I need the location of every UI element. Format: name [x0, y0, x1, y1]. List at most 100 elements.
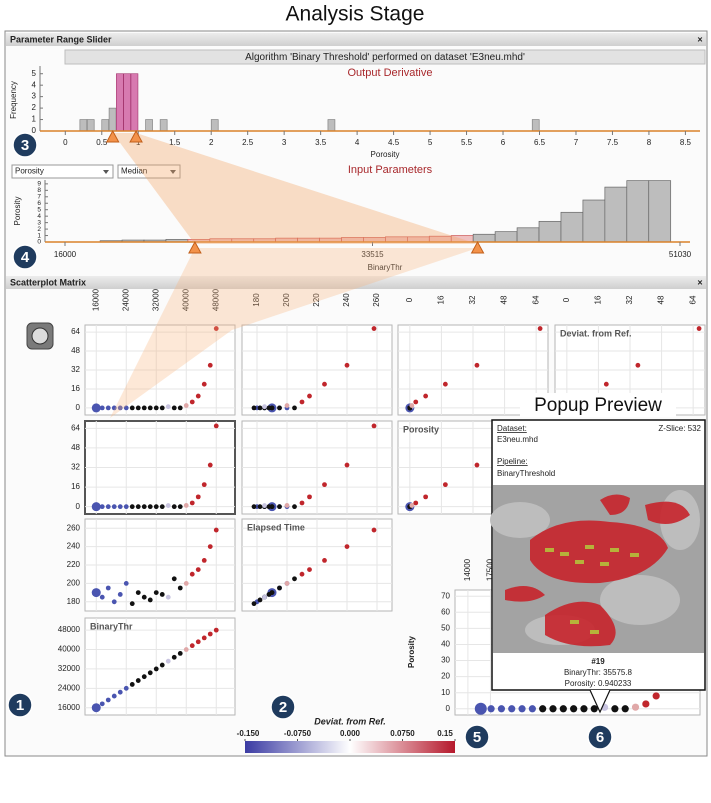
- row-tick-label: 200: [67, 579, 81, 588]
- histogram-bar: [210, 119, 219, 132]
- scatter-point: [611, 705, 619, 713]
- scatter-point: [177, 405, 183, 411]
- overlay: [630, 553, 639, 557]
- settings-icon[interactable]: [26, 322, 54, 350]
- x-tick-label: 17500: [486, 558, 495, 581]
- scatter-point: [307, 494, 312, 500]
- histogram-bar: [123, 73, 131, 132]
- x-tick-label: 0: [63, 138, 68, 147]
- range-handle: [470, 240, 485, 254]
- panel-header: [6, 33, 706, 46]
- scatter-point: [262, 503, 267, 508]
- column-tick-label: 180: [252, 293, 261, 307]
- dropdown[interactable]: [117, 164, 181, 179]
- panel-header: [6, 276, 706, 289]
- segmentation: [600, 494, 630, 515]
- x-axis-label: BinaryThr: [368, 263, 403, 272]
- y-tick-label: 6: [37, 200, 41, 207]
- scatter-point: [99, 405, 105, 411]
- scatter-point: [207, 462, 213, 468]
- scatter-point: [183, 403, 189, 408]
- x-tick-label: 3: [282, 138, 287, 147]
- column-tick-label: 220: [312, 293, 321, 307]
- close-button[interactable]: ×: [697, 34, 702, 44]
- column-tick-label: 260: [372, 293, 381, 307]
- scatter-point: [508, 705, 516, 713]
- column-tick-label: 64: [531, 295, 540, 304]
- scatter-point: [123, 685, 129, 691]
- scatter-point: [559, 705, 567, 713]
- scatter-point: [307, 393, 312, 399]
- scatter-point: [207, 362, 213, 368]
- y-tick-label: 9: [37, 181, 41, 188]
- scatter-point: [344, 544, 350, 549]
- y-tick-label: 0: [32, 126, 37, 135]
- scatter-point: [129, 504, 135, 510]
- popup-value: Z-Slice: 532: [658, 424, 701, 433]
- scatter-point: [207, 631, 213, 637]
- scatter-point: [183, 647, 189, 652]
- column-tick-label: 48000: [211, 288, 220, 311]
- y-tick-label: 3: [37, 219, 41, 226]
- scatter-point: [141, 504, 147, 510]
- x-tick-label: 4: [355, 138, 360, 147]
- panel-title: Scatterplot Matrix: [10, 277, 86, 287]
- overlay: [585, 545, 594, 549]
- texture: [490, 502, 550, 538]
- popup-pointer: [589, 689, 611, 714]
- scatter-point: [284, 403, 290, 408]
- scatter-point: [262, 404, 267, 410]
- y-tick-label: 30: [441, 656, 450, 665]
- scatter-point: [537, 326, 543, 331]
- y-tick-label: 70: [441, 591, 450, 600]
- scatter-point: [635, 362, 641, 368]
- column-tick-label: 24000: [121, 288, 130, 311]
- scatter-point: [105, 504, 111, 510]
- scatter-point: [284, 503, 290, 508]
- y-tick-label: 4: [32, 80, 37, 89]
- y-tick-label: 8: [37, 187, 41, 194]
- scatter-point: [322, 381, 327, 387]
- x-tick-label: 8: [647, 138, 652, 147]
- scatter-point: [570, 705, 578, 713]
- y-tick-label: 1: [37, 232, 41, 239]
- diagonal-label: BinaryThr: [90, 621, 133, 631]
- scatter-point: [292, 405, 297, 411]
- x-tick-label: 1: [136, 138, 141, 147]
- scatter-point: [99, 504, 105, 510]
- close-button[interactable]: ×: [697, 277, 702, 287]
- scatter-point: [251, 601, 257, 607]
- scatter-point: [518, 705, 526, 713]
- scatter-point: [171, 654, 177, 660]
- scatter-point: [91, 502, 101, 512]
- y-tick-label: 0: [37, 239, 41, 246]
- scatter-point: [135, 405, 141, 411]
- row-tick-label: 180: [67, 597, 81, 606]
- scatter-point: [213, 423, 219, 429]
- badge-number: 2: [279, 699, 287, 716]
- scatter-point: [251, 504, 257, 510]
- y-axis-label: Porosity: [407, 635, 416, 668]
- scatter-point: [111, 693, 117, 699]
- scatter-point: [631, 703, 640, 711]
- colorbar-tick-label: 0.0750: [390, 729, 415, 738]
- dropdown[interactable]: [11, 164, 114, 179]
- row-tick-label: 220: [67, 560, 81, 569]
- scatter-point: [277, 504, 282, 510]
- colorbar-tick-label: -0.150: [237, 729, 260, 738]
- y-tick-label: 5: [37, 206, 41, 213]
- scatter-point: [580, 705, 588, 713]
- scatter-point: [147, 405, 153, 411]
- column-tick-label: 0: [562, 297, 571, 302]
- overlay: [560, 552, 569, 556]
- scatter-point: [165, 594, 171, 600]
- overlay: [570, 620, 579, 624]
- scatter-point: [147, 670, 153, 676]
- x-tick-label: 8.5: [680, 138, 692, 147]
- histogram-bar: [531, 119, 540, 132]
- panel-title: Parameter Range Slider: [10, 34, 112, 44]
- row-tick-label: 24000: [58, 683, 81, 692]
- y-tick-label: 60: [441, 607, 450, 616]
- range-handle: [188, 240, 202, 254]
- colorbar-tick-label: 0.15: [437, 729, 453, 738]
